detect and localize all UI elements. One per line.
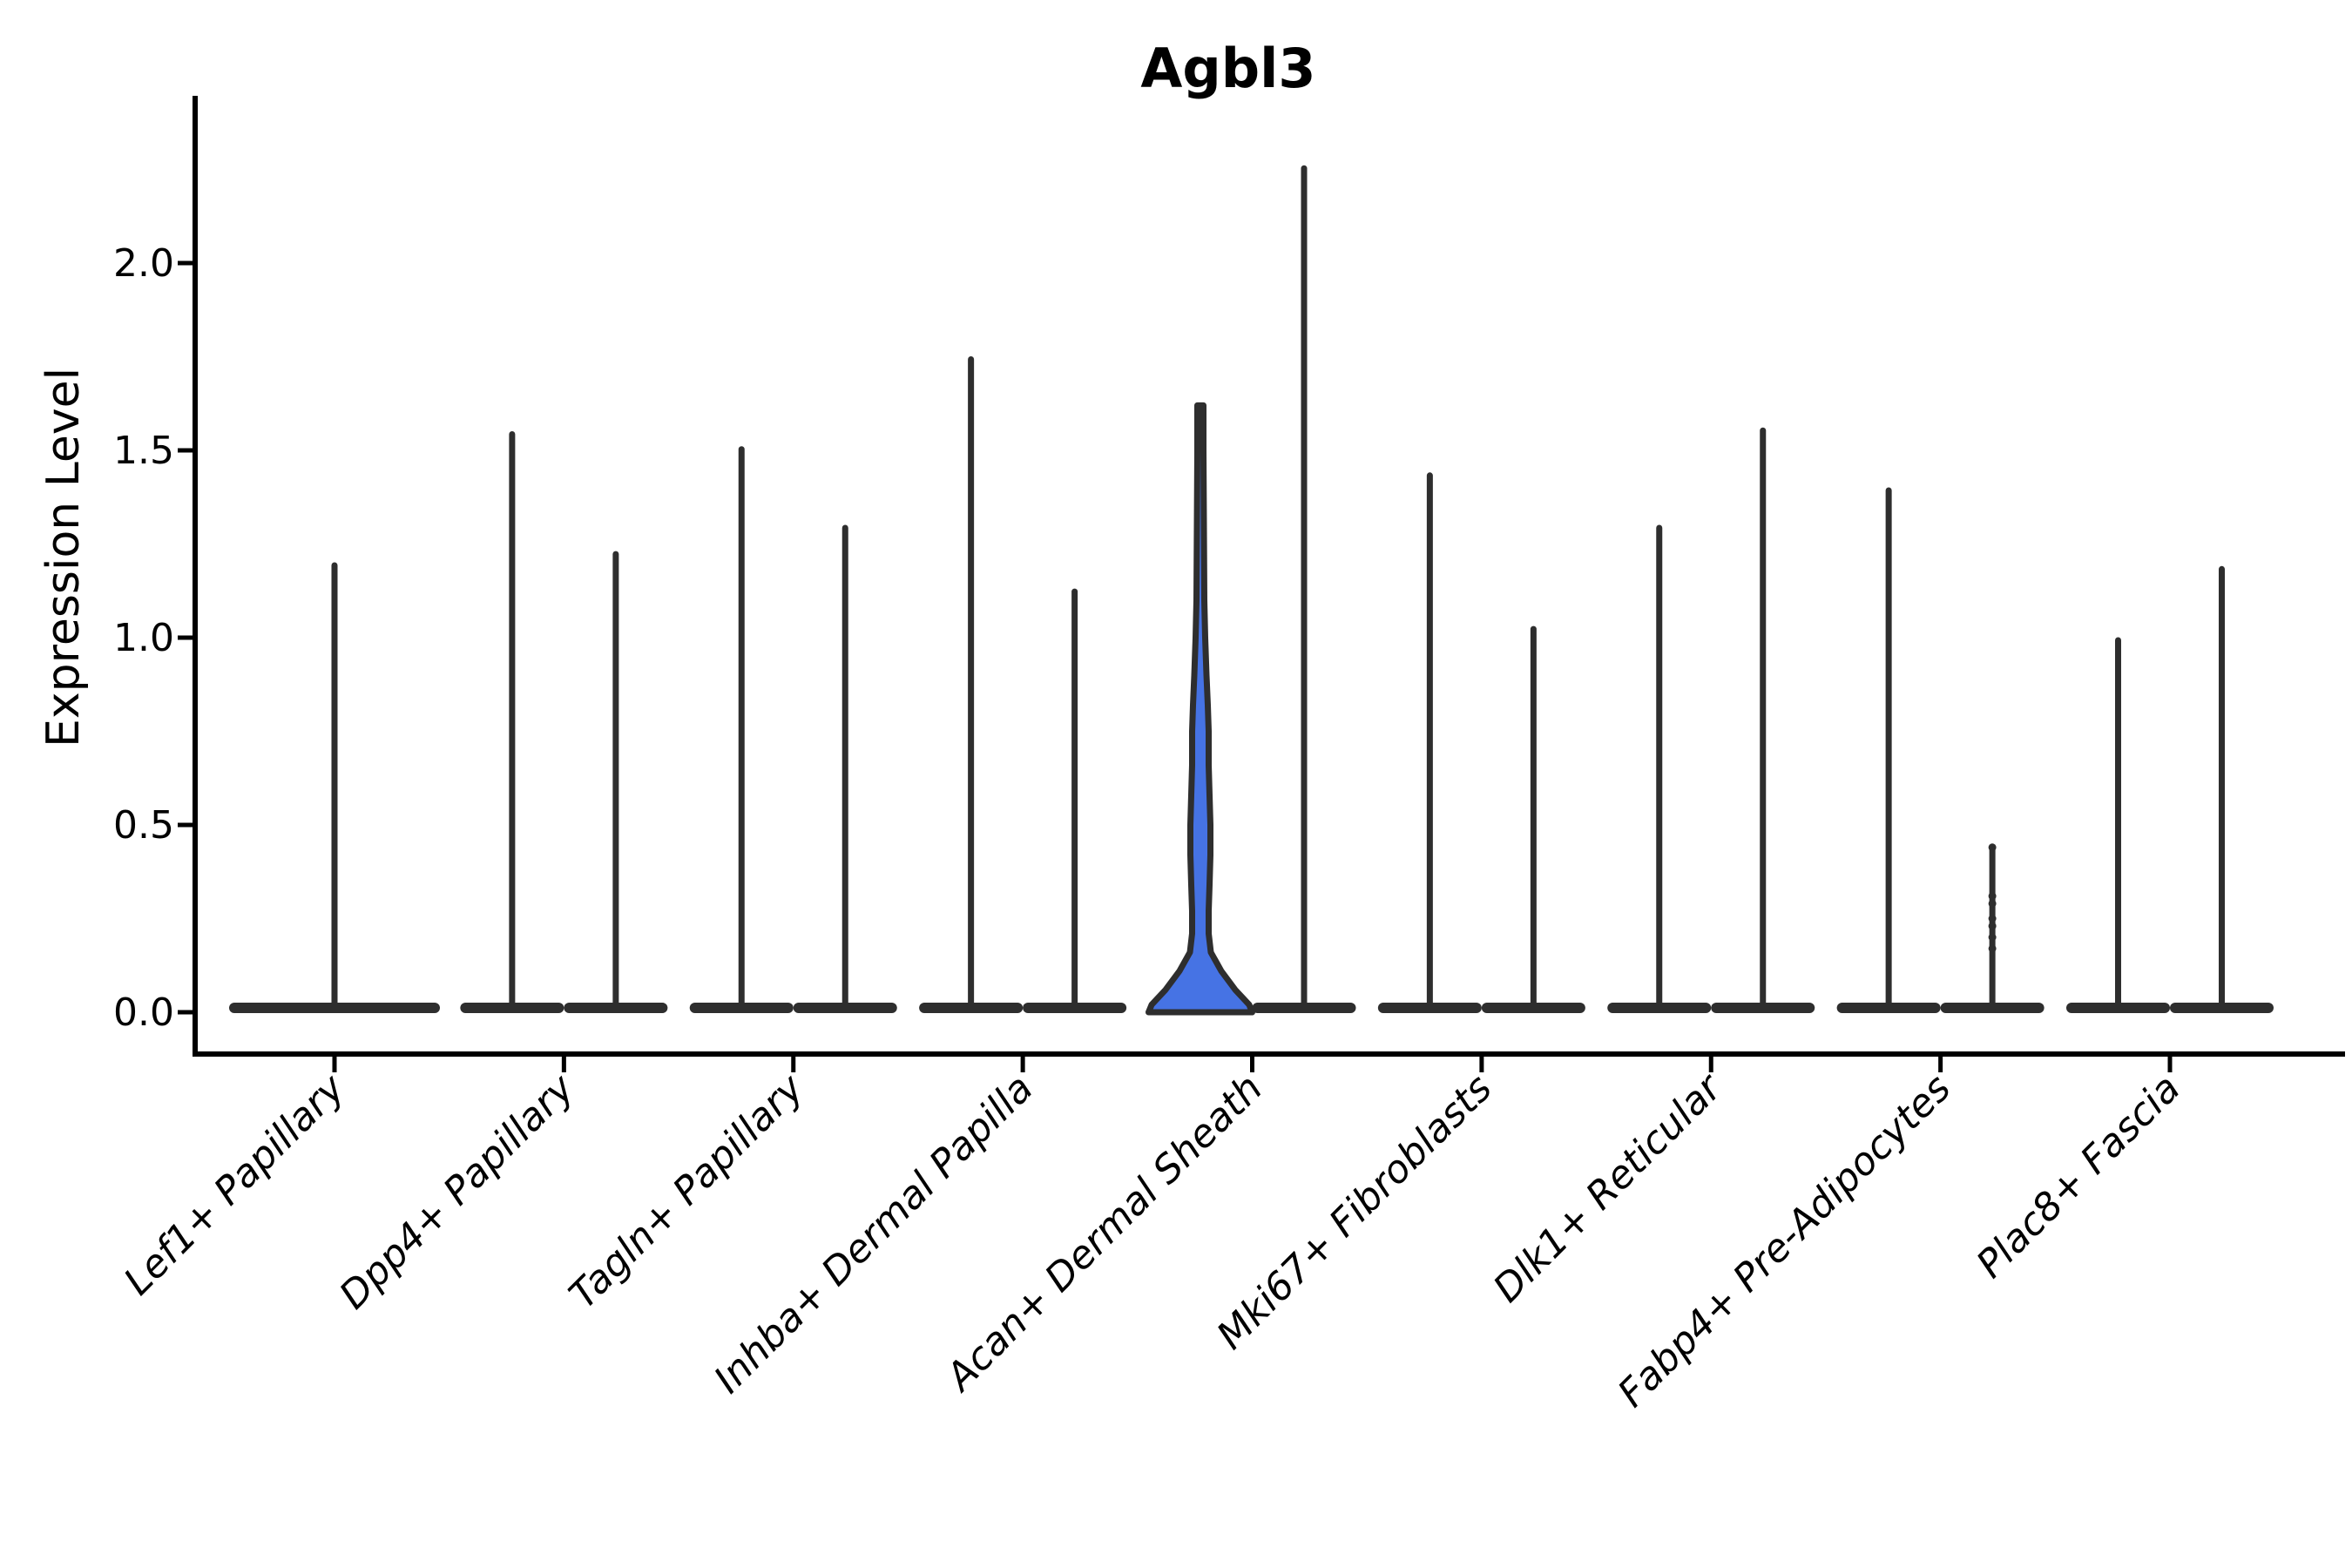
y-axis-spine (193, 96, 198, 1057)
x-tick (2167, 1057, 2173, 1072)
y-tick-label: 0.5 (113, 803, 174, 848)
x-tick-label: Dpp4+ Papillary (331, 1065, 584, 1318)
expression-point (1988, 892, 1997, 901)
violin-right-5 (1481, 625, 1585, 1013)
violin-right-8 (2170, 565, 2274, 1013)
x-tick (1708, 1057, 1713, 1072)
expression-point (1988, 915, 1997, 923)
violin-left-3 (919, 356, 1024, 1013)
x-tick (332, 1057, 337, 1072)
violin-center-0 (229, 562, 440, 1013)
violin-left-1 (460, 431, 564, 1013)
x-tick-label: Tagln+ Papillary (561, 1065, 813, 1317)
x-tick (1938, 1057, 1943, 1072)
x-tick (1020, 1057, 1025, 1072)
y-tick (178, 260, 195, 266)
y-tick (178, 448, 195, 453)
y-tick-label: 1.5 (113, 429, 174, 473)
expression-point (1988, 922, 1997, 930)
y-axis-label: Expression Level (37, 368, 90, 747)
y-tick (178, 822, 195, 828)
y-tick (178, 635, 195, 640)
chart-title: Agbl3 (1140, 37, 1315, 100)
x-tick (791, 1057, 796, 1072)
x-tick-label: Plac8+ Fascia (1968, 1066, 2188, 1287)
x-tick (1479, 1057, 1484, 1072)
x-tick-label: Lef1+ Papillary (116, 1065, 355, 1304)
violins-layer (229, 165, 2274, 1016)
expression-point (1988, 933, 1997, 942)
expression-point (1988, 944, 1997, 953)
x-tick (1250, 1057, 1254, 1072)
y-tick (178, 1010, 195, 1015)
violin-right-1 (564, 551, 668, 1013)
expression-point (1988, 843, 1997, 852)
axes-frame (178, 96, 2345, 1072)
violin-left-7 (1836, 487, 1941, 1013)
y-tick-label: 0.0 (113, 990, 174, 1035)
expression-point (1988, 899, 1997, 908)
violin-right-7 (1940, 843, 2044, 1013)
violin-left-8 (2066, 637, 2170, 1013)
violin-right-2 (793, 524, 897, 1013)
y-tick-label: 2.0 (113, 241, 174, 286)
violin-right-6 (1711, 427, 1815, 1013)
violin-left-5 (1377, 472, 1482, 1013)
x-tick-label: Dlk1+ Reticular (1485, 1064, 1732, 1311)
violin-right-3 (1023, 588, 1127, 1013)
highlighted-violin-body (1146, 402, 1255, 1016)
y-tick-label: 1.0 (113, 616, 174, 660)
violin-left-4 (1146, 402, 1255, 1016)
x-axis-spine (193, 1051, 2345, 1057)
x-tick (561, 1057, 566, 1072)
violin-right-4 (1252, 165, 1356, 1013)
violin-left-6 (1607, 524, 1712, 1013)
violin-left-2 (689, 446, 794, 1013)
